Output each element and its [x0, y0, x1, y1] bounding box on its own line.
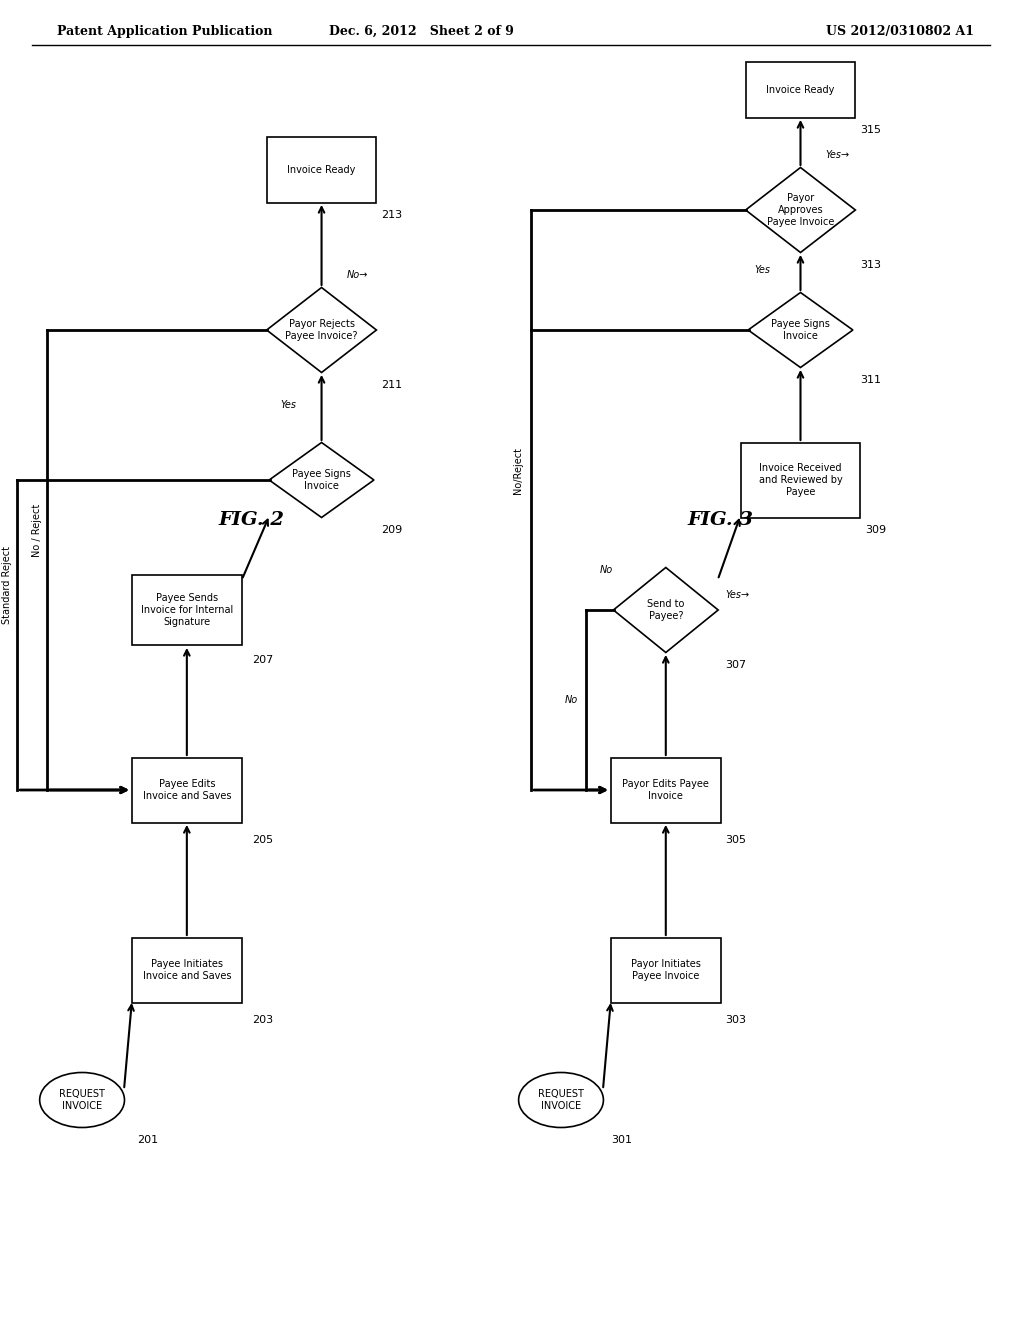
Text: Standard Reject: Standard Reject	[2, 546, 12, 624]
Text: No/Reject: No/Reject	[513, 446, 523, 494]
Bar	[132, 758, 242, 822]
Ellipse shape	[40, 1072, 125, 1127]
Text: 211: 211	[381, 380, 402, 389]
Text: Send to
Payee?: Send to Payee?	[647, 599, 684, 620]
Text: 311: 311	[860, 375, 882, 385]
Polygon shape	[266, 288, 377, 372]
Text: 209: 209	[381, 525, 402, 535]
Polygon shape	[613, 568, 718, 652]
Bar	[132, 576, 242, 645]
Text: Dec. 6, 2012   Sheet 2 of 9: Dec. 6, 2012 Sheet 2 of 9	[329, 25, 514, 38]
Text: Yes: Yes	[755, 265, 770, 275]
Text: 307: 307	[726, 660, 746, 671]
Text: Payor Edits Payee
Invoice: Payor Edits Payee Invoice	[623, 779, 710, 801]
Text: Invoice Ready: Invoice Ready	[766, 84, 835, 95]
Text: US 2012/0310802 A1: US 2012/0310802 A1	[826, 25, 974, 38]
Text: Payee Initiates
Invoice and Saves: Payee Initiates Invoice and Saves	[142, 960, 231, 981]
Polygon shape	[749, 293, 853, 367]
Text: Payee Signs
Invoice: Payee Signs Invoice	[771, 319, 829, 341]
Text: Payee Signs
Invoice: Payee Signs Invoice	[292, 469, 351, 491]
Text: Invoice Ready: Invoice Ready	[288, 165, 355, 176]
Text: Patent Application Publication: Patent Application Publication	[57, 25, 272, 38]
Text: Yes→: Yes→	[726, 590, 750, 601]
Bar	[745, 62, 855, 117]
Text: Payor Rejects
Payee Invoice?: Payor Rejects Payee Invoice?	[286, 319, 357, 341]
Text: 201: 201	[137, 1135, 158, 1144]
Text: Invoice Received
and Reviewed by
Payee: Invoice Received and Reviewed by Payee	[759, 463, 843, 496]
Text: REQUEST
INVOICE: REQUEST INVOICE	[538, 1089, 584, 1111]
Text: 301: 301	[611, 1135, 632, 1144]
Text: 205: 205	[252, 836, 272, 845]
Text: Payee Sends
Invoice for Internal
Signature: Payee Sends Invoice for Internal Signatu…	[140, 594, 233, 627]
Text: No→: No→	[346, 271, 368, 280]
Text: No / Reject: No / Reject	[32, 503, 42, 557]
Ellipse shape	[518, 1072, 603, 1127]
Text: 313: 313	[860, 260, 882, 271]
Text: REQUEST
INVOICE: REQUEST INVOICE	[59, 1089, 105, 1111]
Bar	[611, 937, 721, 1002]
Polygon shape	[269, 442, 374, 517]
Text: 203: 203	[252, 1015, 272, 1026]
Bar	[740, 442, 860, 517]
Polygon shape	[745, 168, 855, 252]
Bar	[132, 937, 242, 1002]
Text: FIG. 3: FIG. 3	[688, 511, 754, 529]
Text: 213: 213	[381, 210, 402, 220]
Text: 303: 303	[726, 1015, 746, 1026]
Text: 305: 305	[726, 836, 746, 845]
Text: Payor Initiates
Payee Invoice: Payor Initiates Payee Invoice	[631, 960, 700, 981]
Text: Yes: Yes	[281, 400, 297, 411]
Text: Yes→: Yes→	[825, 150, 850, 160]
Text: No: No	[599, 565, 612, 576]
Text: FIG. 2: FIG. 2	[219, 511, 285, 529]
Text: Payee Edits
Invoice and Saves: Payee Edits Invoice and Saves	[142, 779, 231, 801]
Bar	[266, 137, 377, 202]
Text: 315: 315	[860, 125, 882, 135]
Bar	[611, 758, 721, 822]
Text: No: No	[564, 696, 578, 705]
Text: 309: 309	[865, 525, 887, 535]
Text: Payor
Approves
Payee Invoice: Payor Approves Payee Invoice	[767, 194, 835, 227]
Text: 207: 207	[252, 655, 273, 665]
